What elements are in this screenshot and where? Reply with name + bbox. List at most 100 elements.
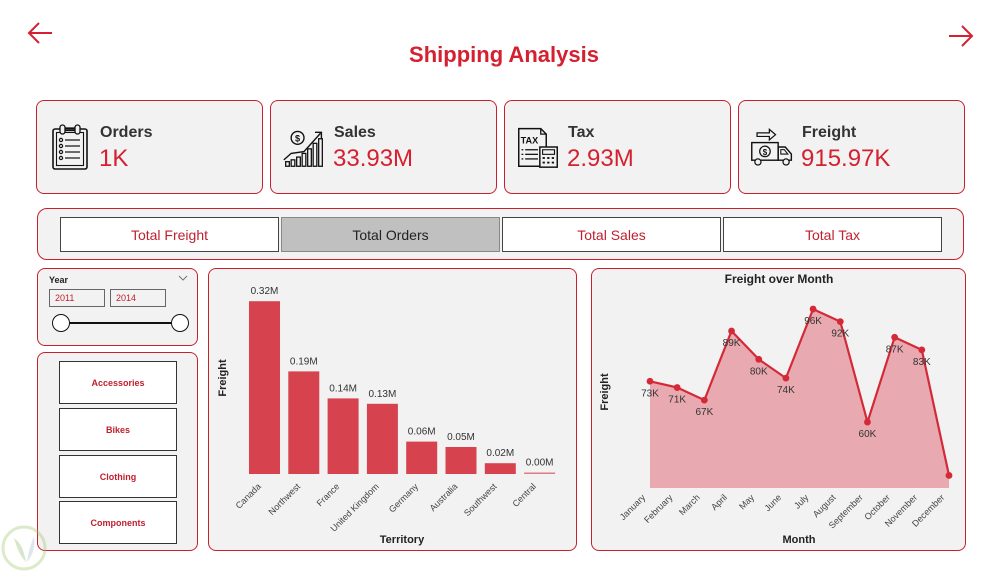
chevron-down-icon[interactable] [178,275,188,282]
bar-data-label: 0.00M [525,457,553,468]
arrow-left-icon[interactable] [26,21,54,45]
delivery-truck-icon: $ [751,128,793,166]
area-chart-canvas: Freight over Month 73KJanuary71KFebruary… [599,272,952,546]
point-data-label: 74K [777,385,795,396]
bar[interactable] [366,403,398,474]
page-title: Shipping Analysis [409,42,599,67]
data-point[interactable] [836,317,844,325]
kpi-card-sales: $ Sales 33.93M [270,100,497,194]
category-button-accessories[interactable]: Accessories [59,361,177,404]
measure-tab-bar: Total Freight Total Orders Total Sales T… [37,208,964,260]
data-point[interactable] [673,383,681,391]
bar[interactable] [405,441,437,474]
clipboard-list-icon [52,124,88,170]
series-line [649,307,950,476]
year-slicer: Year 2011 2014 [37,268,198,346]
point-data-label: 96K [804,316,822,327]
point-data-label: 71K [668,394,686,405]
category-button-bikes[interactable]: Bikes [59,408,177,451]
x-tick-label: May [737,491,756,510]
kpi-value: 2.93M [567,145,634,172]
bar[interactable] [523,472,555,474]
tab-total-orders[interactable]: Total Orders [281,217,500,252]
year-range-start-handle[interactable] [52,314,70,332]
data-point[interactable] [754,355,762,363]
data-point[interactable] [727,327,735,334]
year-range-end-handle[interactable] [171,314,189,332]
data-point[interactable] [890,333,898,341]
x-tick-label: April [709,492,729,512]
tab-total-sales[interactable]: Total Sales [502,217,721,252]
y-axis-title: Freight [217,359,229,397]
x-tick-label: France [314,481,341,508]
kpi-value: 915.97K [801,145,891,172]
kpi-value: 1K [99,145,129,172]
point-data-label: 87K [885,344,903,355]
point-data-label: 92K [831,328,849,339]
freight-over-month-chart: Freight over Month 73K January 71K February… [591,268,966,551]
arrow-right-icon[interactable] [947,24,975,48]
bar[interactable] [248,300,280,474]
data-point[interactable] [809,305,816,312]
year-range-track[interactable] [61,322,180,324]
kpi-label: Tax [568,124,595,141]
data-point[interactable] [863,418,871,425]
kpi-label: Sales [334,124,376,141]
point-data-label: 67K [695,407,713,418]
tax-glyph: TAX [521,135,540,145]
category-slicer: Accessories Bikes Clothing Components [37,352,198,551]
x-tick-label: Southwest [461,480,498,517]
data-point[interactable] [917,345,925,353]
bar-data-label: 0.06M [407,426,435,437]
x-tick-label: Australia [427,481,459,513]
bar[interactable] [484,462,516,474]
bar[interactable] [445,446,476,474]
area-fill [649,308,949,488]
year-start-input[interactable]: 2011 [49,289,105,307]
data-point[interactable] [945,471,952,479]
tab-total-tax[interactable]: Total Tax [723,217,942,252]
dollar-glyph: $ [763,148,768,157]
point-data-label: 80K [749,366,767,377]
x-tick-label: Canada [233,481,262,510]
watermark-logo [1,525,47,571]
category-button-components[interactable]: Components [59,501,177,544]
bar-data-label: 0.14M [329,383,357,394]
point-data-label: 60K [858,429,876,440]
x-axis-title: Territory [379,534,424,546]
bar-data-label: 0.05M [447,432,475,443]
bar-data-label: 0.32M [250,286,278,297]
x-tick-label: February [642,491,675,524]
kpi-card-orders: Orders 1K [36,100,263,194]
bar-data-label: 0.02M [486,448,514,459]
point-data-label: 83K [912,356,930,367]
year-slicer-label: Year [49,275,69,285]
kpi-label: Orders [100,124,153,141]
x-tick-label: Germany [386,480,420,514]
freight-by-territory-chart: 0.32M Canada 0.19M Northwest 0.14M France 0.13… [208,268,577,551]
data-point[interactable] [646,377,653,385]
sales-growth-icon: $ [283,130,323,167]
point-data-label: 89K [722,338,740,349]
data-point[interactable] [700,396,708,403]
x-tick-label: Central [510,481,538,509]
bar-data-label: 0.19M [289,356,317,367]
point-data-label: 73K [641,388,659,399]
bar-chart-canvas: 0.32M Canada 0.19M Northwest 0.14M France 0.13… [217,286,555,546]
y-axis-title: Freight [599,373,611,411]
category-button-clothing[interactable]: Clothing [59,455,177,498]
data-point[interactable] [782,374,789,382]
kpi-label: Freight [802,124,857,141]
bar[interactable] [287,370,319,474]
x-tick-label: June [762,492,783,513]
bar[interactable] [327,397,359,474]
tax-calculator-icon: TAX [518,127,558,168]
year-end-input[interactable]: 2014 [110,289,166,307]
x-tick-label: Northwest [266,480,302,516]
kpi-value: 33.93M [333,145,414,172]
tab-total-freight[interactable]: Total Freight [60,217,279,252]
bar-data-label: 0.13M [368,388,396,399]
x-tick-label: July [792,491,811,510]
chart-title: Freight over Month [724,272,833,286]
x-tick-label: March [677,492,702,517]
